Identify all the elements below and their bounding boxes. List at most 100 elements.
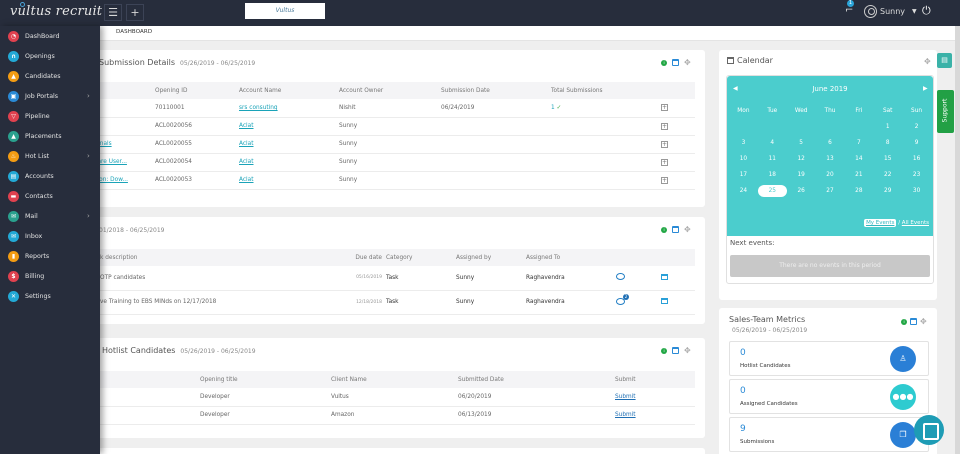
calendar-day[interactable]: 20: [826, 172, 834, 178]
calendar-day[interactable]: 10: [739, 156, 748, 162]
sidebar-item-pipeline[interactable]: ▽ Pipeline: [0, 106, 100, 126]
expand-icon[interactable]: +: [661, 176, 668, 184]
calendar-icon[interactable]: [672, 59, 679, 66]
move-icon[interactable]: ✥: [920, 317, 927, 326]
account-link[interactable]: Aclat: [239, 141, 254, 147]
all-events-link[interactable]: All Events: [901, 220, 929, 226]
archive-icon[interactable]: [661, 273, 668, 280]
sidebar-item-dashboard[interactable]: ◔ DashBoard: [0, 26, 100, 46]
comment-icon[interactable]: [616, 273, 625, 281]
calendar-day[interactable]: 19: [797, 172, 805, 178]
date-range[interactable]: 05/26/2019 - 06/25/2019: [732, 327, 808, 334]
calendar-day[interactable]: 25: [757, 185, 787, 197]
calendar-day[interactable]: 7: [857, 140, 861, 146]
move-icon[interactable]: ✥: [684, 58, 691, 67]
user-menu[interactable]: Sunny ▼: [864, 5, 917, 18]
breadcrumb-dashboard[interactable]: DASHBOARD: [116, 29, 153, 35]
comment-icon[interactable]: 2: [616, 293, 629, 305]
calendar-day[interactable]: 11: [768, 156, 776, 162]
account-link[interactable]: Aclat: [239, 159, 254, 165]
document-icon[interactable]: ▤: [937, 53, 952, 68]
calendar-icon[interactable]: [672, 347, 679, 354]
sidebar-item-job-portals[interactable]: ▣ Job Portals ›: [0, 86, 100, 106]
metric-card[interactable]: 0 Hotlist Candidates ♙: [729, 341, 929, 376]
sidebar-item-contacts[interactable]: ▬ Contacts: [0, 186, 100, 206]
calendar-day[interactable]: 18: [768, 172, 776, 178]
total-submissions-link[interactable]: 1: [551, 104, 555, 111]
next-month-icon[interactable]: ▶: [923, 85, 928, 92]
expand-icon[interactable]: +: [661, 140, 668, 148]
calendar-day[interactable]: 5: [799, 140, 803, 146]
expand-icon[interactable]: +: [661, 104, 668, 112]
calendar-day[interactable]: 13: [826, 156, 834, 162]
power-icon[interactable]: ⏻: [922, 4, 931, 17]
sidebar-item-openings[interactable]: ∩ Openings: [0, 46, 100, 66]
prev-month-icon[interactable]: ◀: [733, 85, 738, 92]
sidebar-item-reports[interactable]: ▮ Reports: [0, 246, 100, 266]
calendar-day[interactable]: 1: [885, 124, 890, 130]
account-link[interactable]: srs consuting: [239, 104, 278, 111]
calendar-day[interactable]: 27: [826, 188, 834, 194]
metric-card[interactable]: 0 Assigned Candidates ●●●: [729, 379, 929, 414]
calendar-day[interactable]: 12: [797, 156, 805, 162]
sidebar-item-billing[interactable]: $ Billing: [0, 266, 100, 286]
hamburger-icon[interactable]: ☰: [104, 4, 122, 21]
opening-title-link[interactable]: ocation: Dow...: [85, 177, 128, 183]
calendar-day[interactable]: 22: [884, 172, 892, 178]
calendar-day[interactable]: 28: [855, 188, 863, 194]
brand-logo[interactable]: vultus recruit: [10, 2, 102, 19]
plus-icon[interactable]: +: [126, 4, 144, 21]
sidebar-item-inbox[interactable]: ✉ Inbox: [0, 226, 100, 246]
sidebar-item-placements[interactable]: ▲ Placements: [0, 126, 100, 146]
account-link[interactable]: Aclat: [239, 177, 254, 183]
calendar-icon[interactable]: [672, 226, 679, 233]
move-icon[interactable]: ✥: [684, 225, 691, 234]
info-icon[interactable]: i: [901, 318, 907, 325]
scrollbar[interactable]: [955, 26, 960, 454]
info-icon[interactable]: i: [661, 226, 667, 233]
calendar-day[interactable]: 30: [912, 188, 921, 194]
metric-card[interactable]: 9 Submissions ❐: [729, 417, 929, 452]
calendar-day[interactable]: 17: [739, 172, 748, 178]
submit-link[interactable]: Submit: [615, 393, 636, 400]
opening-title-link[interactable]: oftware User...: [85, 159, 127, 165]
move-icon[interactable]: ✥: [924, 57, 931, 66]
calendar-day[interactable]: 15: [884, 156, 892, 162]
support-tab[interactable]: Support: [937, 90, 954, 133]
calendar-day[interactable]: 24: [739, 188, 748, 194]
sidebar-item-mail[interactable]: ✉ Mail ›: [0, 206, 100, 226]
info-icon[interactable]: i: [661, 59, 667, 66]
calendar-day[interactable]: 3: [741, 140, 746, 146]
calendar-day[interactable]: 4: [770, 140, 775, 146]
notification-button[interactable]: ⌐ 1: [845, 0, 854, 16]
date-range[interactable]: 01/2018 - 06/25/2019: [99, 227, 165, 234]
move-icon[interactable]: ✥: [684, 346, 691, 355]
archive-icon[interactable]: [661, 298, 668, 304]
calendar-day[interactable]: 2: [914, 124, 919, 130]
expand-icon[interactable]: +: [661, 122, 668, 130]
chat-launcher[interactable]: [914, 415, 944, 445]
submit-link[interactable]: Submit: [615, 412, 636, 418]
task-description[interactable]: OTP candidates: [85, 266, 349, 291]
calendar-day[interactable]: 14: [855, 156, 863, 162]
calendar-day[interactable]: 8: [885, 140, 890, 146]
calendar-day[interactable]: 29: [884, 188, 892, 194]
date-range[interactable]: 05/26/2019 - 06/25/2019: [180, 348, 256, 355]
calendar-day[interactable]: 21: [855, 172, 863, 178]
sidebar-item-hot-list[interactable]: ♨ Hot List ›: [0, 146, 100, 166]
calendar-day[interactable]: 6: [828, 140, 832, 146]
account-link[interactable]: Aclat: [239, 123, 254, 129]
calendar-icon[interactable]: [910, 318, 917, 325]
calendar-day[interactable]: 23: [912, 172, 921, 178]
task-description[interactable]: ve Training to EBS MINds on 12/17/2018: [85, 290, 349, 315]
calendar-day[interactable]: 26: [797, 188, 805, 194]
calendar-day[interactable]: 16: [912, 156, 921, 162]
date-range[interactable]: 05/26/2019 - 06/25/2019: [180, 60, 256, 67]
sidebar-item-candidates[interactable]: ▲ Candidates: [0, 66, 100, 86]
sidebar-item-accounts[interactable]: ▤ Accounts: [0, 166, 100, 186]
expand-icon[interactable]: +: [661, 158, 668, 166]
calendar-day[interactable]: 9: [914, 140, 919, 146]
sidebar-item-settings[interactable]: ✕ Settings: [0, 286, 100, 306]
my-events-link[interactable]: My Events: [864, 219, 897, 227]
info-icon[interactable]: i: [661, 347, 667, 354]
